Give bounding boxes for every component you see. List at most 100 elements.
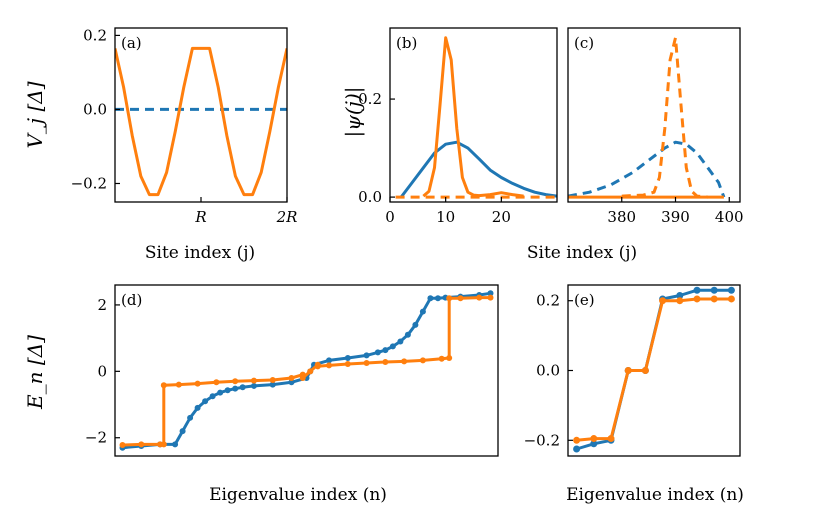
panel-4-series-1-point bbox=[607, 435, 615, 443]
panel-3-series-1-point bbox=[213, 379, 220, 386]
panel-3-series-0-point bbox=[187, 414, 194, 421]
panel-3-series-0-point bbox=[487, 290, 494, 297]
panel-4-ytick-label: −0.2 bbox=[524, 431, 560, 449]
panel-3-series-0-point bbox=[224, 387, 231, 394]
panel-3-label: (d) bbox=[121, 291, 142, 309]
panel-3-series-1-point bbox=[314, 363, 321, 370]
panel-0-ytick-label: 0.2 bbox=[83, 26, 107, 44]
panel-3-series-0-point bbox=[389, 343, 396, 350]
panel-3-series-1-point bbox=[401, 358, 408, 365]
panel-3-series-0-point bbox=[419, 308, 426, 315]
panel-a-xlabel: Site index (j) bbox=[145, 243, 255, 263]
panel-4-series-1-point bbox=[710, 295, 718, 303]
panel-1-series-1-line bbox=[422, 36, 524, 198]
panel-4-series-1-point bbox=[659, 297, 667, 305]
panel-3-series-1-point bbox=[344, 361, 351, 368]
panel-3-ytick-label: −2 bbox=[85, 429, 107, 447]
panel-3-series-1-point bbox=[232, 378, 239, 385]
panel-2-xtick-label: 380 bbox=[607, 208, 636, 226]
panel-3-series-0-point bbox=[250, 382, 257, 389]
panel-3-series-0-point bbox=[412, 321, 419, 328]
panel-4-series-1-point bbox=[590, 435, 598, 443]
panel-3-series-1-point bbox=[487, 294, 494, 301]
panel-4-series-1-point bbox=[676, 297, 684, 305]
panel-2-frame bbox=[567, 27, 741, 203]
panel-3-series-0-point bbox=[179, 428, 186, 435]
panel-4-series-0-point bbox=[590, 440, 598, 448]
panel-bc-xlabel: Site index (j) bbox=[527, 243, 637, 263]
panel-3-series-0-point bbox=[397, 338, 404, 345]
panel-3-series-0-point bbox=[363, 352, 370, 359]
panel-3-series-1-point bbox=[382, 359, 389, 366]
panel-3-series-0-point bbox=[374, 349, 381, 356]
panel-3-series-1-point bbox=[299, 374, 306, 381]
panel-4-frame bbox=[567, 284, 741, 457]
panel-3-series-1-point bbox=[476, 294, 483, 301]
panel-3-series-0-point bbox=[217, 389, 224, 396]
panel-3-series-0-point bbox=[202, 398, 209, 405]
panel-0-xtick-label: R bbox=[194, 208, 206, 226]
panel-0-plot-area bbox=[115, 46, 287, 197]
panel-2-plot-area bbox=[568, 36, 726, 199]
panel-3-frame bbox=[114, 284, 499, 457]
panel-3-series-1-point bbox=[160, 382, 167, 389]
panel-1-ytick-label: 0.0 bbox=[358, 188, 382, 206]
panel-2-xtick-label: 390 bbox=[661, 208, 690, 226]
panel-0-label: (a) bbox=[121, 34, 142, 52]
panel-4-ytick-label: 0.2 bbox=[536, 292, 560, 310]
panel-4-series-0-point bbox=[710, 286, 718, 294]
panel-3-series-1-point bbox=[269, 376, 276, 383]
panel-3-series-1-point bbox=[288, 374, 295, 381]
panel-4-series-0-line bbox=[576, 288, 732, 451]
panel-1-xtick-label: 0 bbox=[385, 208, 395, 226]
panel-2-series-1-line bbox=[621, 36, 708, 199]
panel-1-xtick-label: 10 bbox=[436, 208, 455, 226]
panel-2-xtick-label: 400 bbox=[715, 208, 744, 226]
panel-3-series-0-point bbox=[209, 393, 216, 400]
panel-3-series-0-point bbox=[427, 295, 434, 302]
panel-4-series-0-point bbox=[693, 286, 701, 294]
panel-4-series-0-point bbox=[573, 445, 581, 453]
panel-3-series-1-point bbox=[138, 441, 145, 448]
panel-3-series-1-point bbox=[438, 355, 445, 362]
panel-3-series-1-point bbox=[326, 362, 333, 369]
panel-3-series-0-point bbox=[269, 381, 276, 388]
panel-3-series-0-point bbox=[326, 357, 333, 364]
panel-3-series-1-line bbox=[122, 296, 491, 447]
panel-3-series-0-point bbox=[172, 441, 179, 448]
panel-1-ytick-label: 0.2 bbox=[358, 90, 382, 108]
panel-3-series-0-point bbox=[382, 347, 389, 354]
panel-1-series-0-line bbox=[399, 140, 557, 199]
panel-4-ytick-label: 0.0 bbox=[536, 362, 560, 380]
panel-3-series-1-point bbox=[419, 357, 426, 364]
panel-3-series-1-point bbox=[446, 295, 453, 302]
panel-3-series-0-point bbox=[344, 355, 351, 362]
panel-0-ytick-label: 0.0 bbox=[83, 100, 107, 118]
panel-3-series-1-point bbox=[119, 442, 126, 449]
panel-3-series-0-point bbox=[232, 385, 239, 392]
panel-0-xtick-label: 2R bbox=[276, 208, 298, 226]
panel-3-series-0-point bbox=[194, 404, 201, 411]
panel-4-label: (e) bbox=[574, 291, 595, 309]
panel-4-series-1-point bbox=[573, 436, 581, 444]
panel-3-series-1-point bbox=[363, 360, 370, 367]
panel-3-series-1-point bbox=[175, 381, 182, 388]
panel-d-xlabel: Eigenvalue index (n) bbox=[209, 485, 387, 505]
panel-d-ylabel: E_n [Δ] bbox=[23, 335, 47, 410]
panel-3-series-0-line bbox=[122, 291, 491, 450]
panel-3-ytick-label: 0 bbox=[97, 362, 107, 380]
panel-3-series-0-point bbox=[288, 379, 295, 386]
panel-3-plot-area bbox=[119, 290, 494, 451]
panel-3-series-1-point bbox=[307, 368, 314, 375]
panel-1-label: (b) bbox=[396, 34, 417, 52]
panel-3-series-1-point bbox=[446, 355, 453, 362]
panel-2-series-0-line bbox=[568, 140, 726, 198]
panel-a-ylabel: V_j [Δ] bbox=[23, 81, 47, 148]
panel-2-label: (c) bbox=[574, 34, 594, 52]
panel-1-xtick-label: 20 bbox=[492, 208, 511, 226]
panel-3-series-1-point bbox=[194, 380, 201, 387]
panel-4-plot-area bbox=[573, 286, 735, 453]
panel-4-series-1-point bbox=[641, 367, 649, 374]
panel-3-ytick-label: 2 bbox=[97, 296, 107, 314]
